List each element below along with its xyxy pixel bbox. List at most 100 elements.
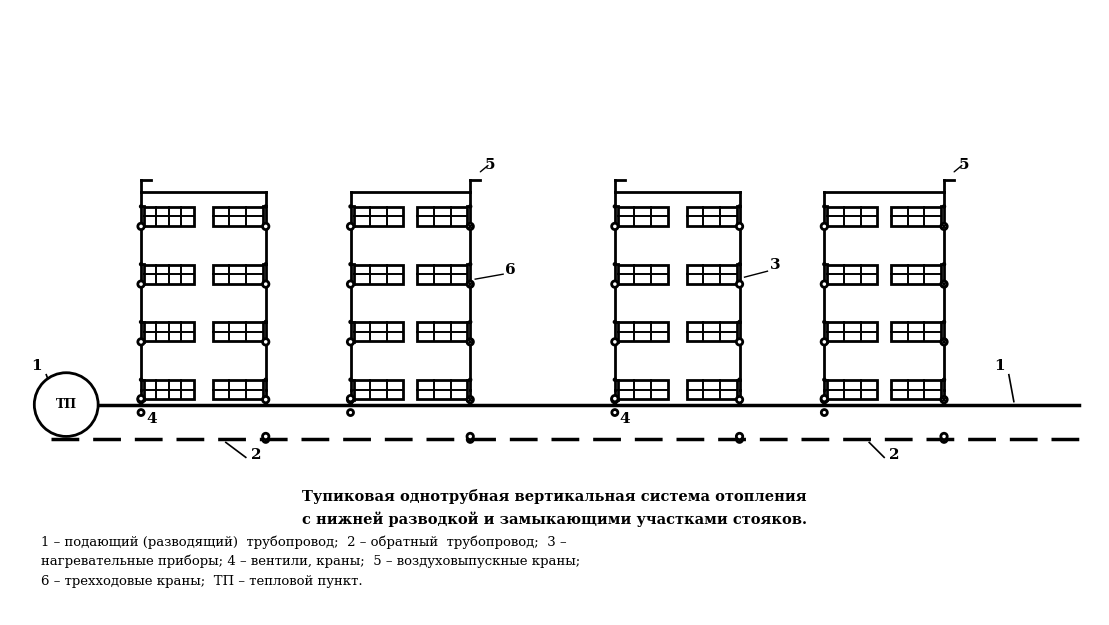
Bar — [213, 265, 263, 284]
Bar — [144, 380, 194, 399]
Circle shape — [612, 281, 618, 288]
Text: ТП: ТП — [55, 398, 77, 411]
Bar — [892, 265, 942, 284]
Circle shape — [348, 320, 353, 324]
Circle shape — [737, 204, 742, 209]
Bar — [618, 380, 668, 399]
Circle shape — [467, 396, 474, 402]
Text: с нижней разводкой и замыкающими участками стояков.: с нижней разводкой и замыкающими участка… — [302, 511, 807, 527]
Circle shape — [139, 320, 143, 324]
Circle shape — [737, 402, 742, 407]
Circle shape — [822, 320, 826, 324]
Text: 4: 4 — [620, 411, 630, 426]
Circle shape — [139, 378, 143, 382]
Circle shape — [612, 396, 618, 402]
Bar — [144, 322, 194, 341]
Circle shape — [736, 436, 743, 442]
Circle shape — [347, 409, 354, 416]
Bar — [686, 380, 736, 399]
Circle shape — [612, 223, 618, 229]
Bar — [892, 322, 942, 341]
Text: 6 – трехходовые краны;  ТП – тепловой пункт.: 6 – трехходовые краны; ТП – тепловой пун… — [41, 575, 363, 588]
Circle shape — [138, 281, 144, 288]
Circle shape — [263, 396, 268, 402]
Circle shape — [264, 262, 268, 266]
Circle shape — [348, 378, 353, 382]
Bar — [686, 207, 736, 226]
Circle shape — [612, 396, 618, 402]
Text: 1: 1 — [994, 359, 1005, 372]
Circle shape — [348, 262, 353, 266]
Circle shape — [347, 281, 354, 288]
Bar — [618, 207, 668, 226]
Circle shape — [737, 262, 742, 266]
Circle shape — [736, 433, 743, 439]
Circle shape — [347, 396, 354, 402]
Circle shape — [822, 409, 827, 416]
Circle shape — [467, 339, 474, 345]
Circle shape — [821, 281, 827, 288]
Text: 2: 2 — [251, 448, 262, 462]
Circle shape — [940, 396, 947, 402]
Circle shape — [940, 223, 947, 229]
Circle shape — [940, 281, 947, 288]
Circle shape — [138, 223, 144, 229]
Text: 1 – подающий (разводящий)  трубопровод;  2 – обратный  трубопровод;  3 –: 1 – подающий (разводящий) трубопровод; 2… — [41, 535, 567, 549]
Bar — [213, 207, 263, 226]
Bar — [213, 322, 263, 341]
Circle shape — [736, 339, 743, 345]
Circle shape — [942, 436, 947, 442]
Circle shape — [347, 339, 354, 345]
Circle shape — [138, 409, 144, 416]
Circle shape — [263, 223, 268, 229]
Circle shape — [821, 396, 827, 402]
Bar — [144, 265, 194, 284]
Bar — [354, 207, 404, 226]
Bar — [417, 322, 467, 341]
Circle shape — [822, 378, 826, 382]
Circle shape — [940, 433, 947, 439]
Circle shape — [612, 262, 617, 266]
Bar — [354, 322, 404, 341]
Bar — [827, 322, 877, 341]
Circle shape — [942, 402, 946, 407]
Circle shape — [138, 339, 144, 345]
Circle shape — [348, 402, 353, 407]
Circle shape — [612, 339, 618, 345]
Circle shape — [821, 223, 827, 229]
Circle shape — [263, 339, 268, 345]
Bar — [354, 380, 404, 399]
Circle shape — [138, 396, 144, 402]
Bar — [827, 265, 877, 284]
Text: Тупиковая однотрубная вертикальная система отопления: Тупиковая однотрубная вертикальная систе… — [302, 489, 807, 504]
Bar — [892, 207, 942, 226]
Circle shape — [347, 223, 354, 229]
Circle shape — [612, 409, 618, 416]
Circle shape — [139, 402, 143, 407]
Circle shape — [612, 204, 617, 209]
Circle shape — [264, 378, 268, 382]
Circle shape — [821, 339, 827, 345]
Bar — [144, 207, 194, 226]
Circle shape — [347, 396, 354, 402]
Circle shape — [467, 281, 474, 288]
Circle shape — [467, 433, 474, 439]
Circle shape — [822, 402, 826, 407]
Circle shape — [467, 436, 474, 442]
Circle shape — [139, 204, 143, 209]
Circle shape — [940, 339, 947, 345]
Circle shape — [263, 436, 268, 442]
Circle shape — [822, 262, 826, 266]
Bar — [354, 265, 404, 284]
Circle shape — [942, 204, 946, 209]
Circle shape — [139, 262, 143, 266]
Circle shape — [942, 378, 946, 382]
Bar — [827, 207, 877, 226]
Circle shape — [468, 204, 472, 209]
Text: 1: 1 — [31, 359, 42, 372]
Circle shape — [34, 372, 98, 436]
Circle shape — [612, 402, 617, 407]
Bar — [892, 380, 942, 399]
Circle shape — [264, 204, 268, 209]
Circle shape — [138, 396, 144, 402]
